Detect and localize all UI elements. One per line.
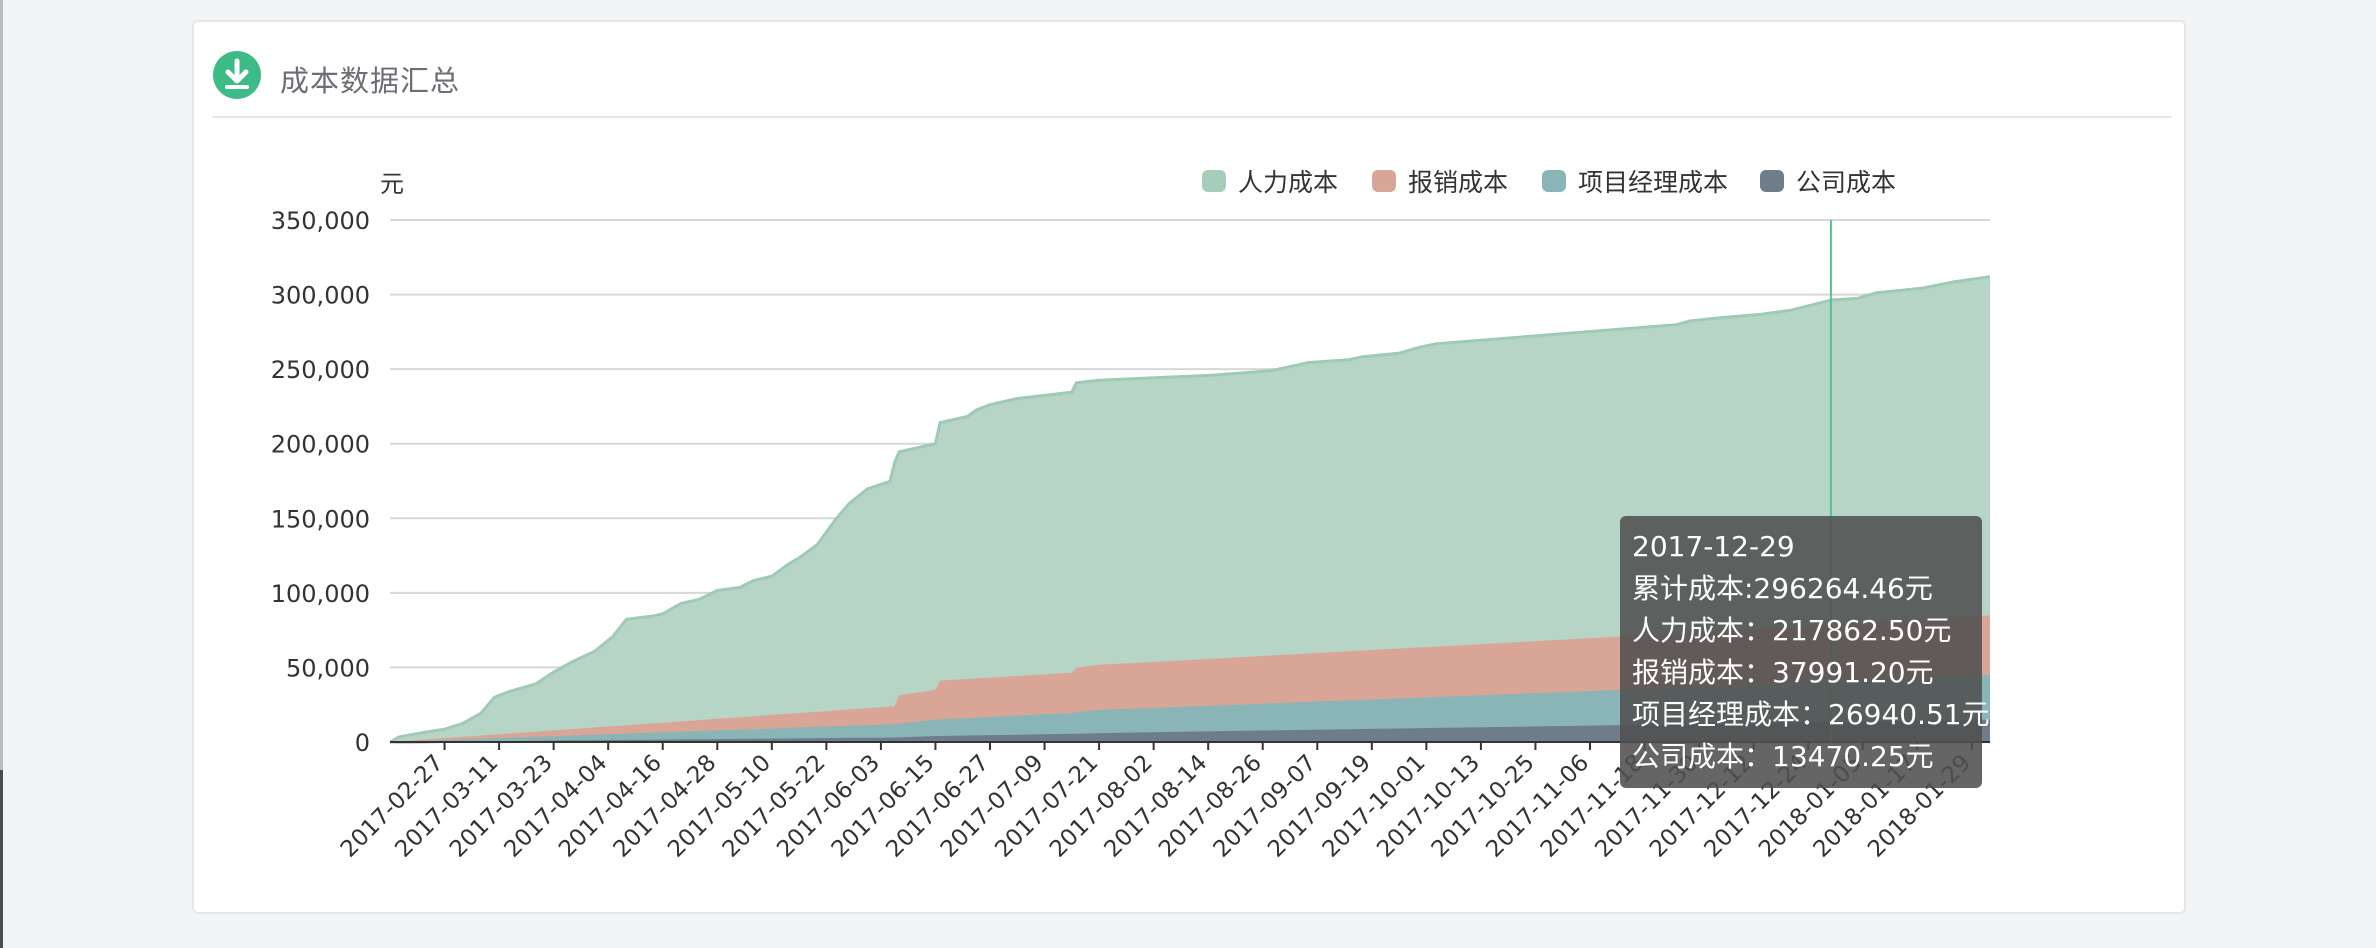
legend-item[interactable]: 公司成本: [1760, 168, 1896, 197]
legend-swatch: [1760, 170, 1784, 192]
series-line-人力成本: [389, 275, 1991, 744]
y-tick-label: 300,000: [271, 282, 370, 310]
tooltip-line-reimburse: 报销成本：37991.20元: [1632, 656, 1934, 689]
area-人力成本: [390, 276, 1990, 742]
y-tick-label: 100,000: [271, 580, 370, 608]
y-tick-label: 350,000: [271, 207, 370, 235]
tooltip-line-company: 公司成本：13470.25元: [1632, 740, 1934, 773]
legend-label: 公司成本: [1796, 168, 1896, 197]
y-tick-label: 200,000: [271, 431, 370, 459]
legend-label: 人力成本: [1238, 168, 1338, 197]
area-公司成本: [390, 719, 1990, 742]
y-tick-label: 50,000: [286, 654, 370, 682]
tooltip-date: 2017-12-29: [1632, 530, 1795, 563]
window-edge: [0, 0, 3, 948]
area-报销成本: [390, 615, 1990, 742]
legend-label: 项目经理成本: [1578, 168, 1728, 197]
legend-swatch: [1202, 170, 1226, 192]
area-layer: [389, 275, 1991, 744]
y-axis-unit: 元: [380, 170, 404, 198]
chart-tooltip: 2017-12-29 累计成本:296264.46元 人力成本：217862.5…: [1620, 516, 1990, 788]
legend-item[interactable]: 人力成本: [1202, 168, 1338, 197]
window-edge-dark: [0, 770, 3, 948]
tooltip-line-pm: 项目经理成本：26940.51元: [1632, 698, 1990, 731]
tooltip-total: 累计成本:296264.46元: [1632, 572, 1933, 605]
legend-swatch: [1542, 170, 1566, 192]
y-tick-label: 150,000: [271, 505, 370, 533]
download-icon[interactable]: [212, 50, 262, 100]
legend-item[interactable]: 项目经理成本: [1542, 168, 1728, 197]
y-tick-label: 250,000: [271, 356, 370, 384]
legend-item[interactable]: 报销成本: [1372, 168, 1508, 197]
legend-label: 报销成本: [1408, 168, 1508, 197]
tooltip-line-labor: 人力成本：217862.50元: [1632, 614, 1952, 647]
card-header: 成本数据汇总: [212, 32, 2172, 118]
card-title: 成本数据汇总: [280, 64, 461, 98]
cost-summary-card: 成本数据汇总 0 50,000 100,000 150,000 200,000 250,0…: [192, 20, 2186, 914]
legend: 人力成本 报销成本 项目经理成本 公司成本: [1202, 168, 1896, 197]
y-tick-label: 0: [355, 729, 370, 757]
legend-swatch: [1372, 170, 1396, 192]
